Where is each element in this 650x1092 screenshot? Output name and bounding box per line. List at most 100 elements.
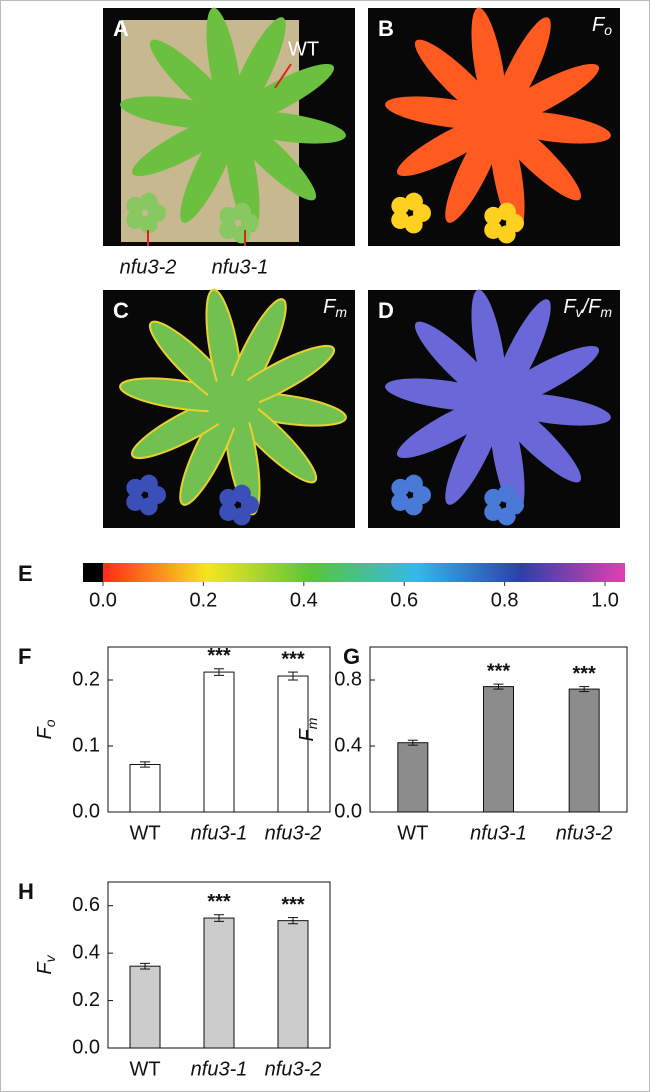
significance: ***: [207, 645, 231, 667]
subscript: o: [42, 719, 58, 727]
tick-label: 0.8: [491, 589, 519, 611]
panel-label: A: [113, 16, 129, 41]
significance: ***: [487, 660, 511, 682]
x-tick-label: nfu3-1: [191, 822, 248, 844]
small-leaf: [404, 474, 423, 493]
annotation: nfu3-2: [120, 256, 177, 278]
small-leaf: [139, 474, 158, 493]
significance: ***: [572, 663, 596, 685]
tick-label: 0.4: [290, 589, 318, 611]
subscript: m: [600, 304, 612, 320]
x-tick-label: nfu3-2: [556, 822, 613, 844]
arrow: [274, 63, 292, 89]
small-leaf: [484, 502, 503, 521]
panel-label: C: [113, 298, 129, 323]
y-tick-label: 0.4: [72, 941, 100, 963]
main: F: [592, 14, 606, 36]
significance: ***: [207, 891, 231, 913]
y-tick-label: 0.0: [72, 1036, 100, 1058]
small-leaf: [219, 488, 238, 507]
small-leaf: [232, 484, 251, 503]
panel-label: H: [18, 879, 34, 904]
bar: [203, 671, 235, 813]
plot-frame: [369, 646, 628, 813]
main: F: [34, 961, 56, 975]
label: Fv/Fm: [563, 296, 612, 319]
x-tick-label: WT: [397, 822, 428, 844]
small-leaf: [391, 210, 410, 229]
subscript: o: [604, 22, 612, 38]
small-leaf: [484, 488, 503, 507]
rosette-center: [207, 376, 259, 428]
bar: [568, 688, 600, 813]
main: F: [323, 296, 337, 318]
error-bar: [214, 914, 224, 922]
label: Fo: [592, 14, 612, 37]
small-leaf: [126, 478, 145, 497]
label: Fv: [34, 954, 57, 974]
small-leaf: [126, 196, 145, 215]
small-leaf: [219, 206, 238, 225]
x-tick-label: WT: [129, 1058, 160, 1080]
rosette-center: [472, 94, 524, 146]
x-tick-label: nfu3-2: [265, 822, 322, 844]
subscript: v: [42, 954, 58, 962]
error-bar: [140, 761, 150, 768]
error-bar: [579, 686, 590, 693]
bar: [129, 763, 161, 813]
colorbar-under: [83, 563, 103, 582]
y-tick-label: 0.0: [334, 800, 362, 822]
tick-label: 0.0: [89, 589, 117, 611]
annotation: nfu3-1: [212, 256, 269, 278]
small-leaf: [139, 192, 158, 211]
small-leaf: [126, 492, 145, 511]
x-tick-label: WT: [129, 822, 160, 844]
y-tick-label: 0.6: [72, 894, 100, 916]
label: Fm: [323, 296, 347, 319]
small-leaf: [484, 206, 503, 225]
panel-label: F: [18, 644, 31, 669]
y-tick-label: 0.4: [334, 734, 362, 756]
error-bar: [214, 668, 224, 676]
image-panel: C Fm: [103, 288, 355, 528]
significance: ***: [281, 894, 305, 916]
rosette-center: [472, 376, 524, 428]
small-leaf: [126, 210, 145, 229]
subscript: v: [576, 304, 584, 320]
panel-label: E: [18, 561, 33, 586]
x-tick-label: nfu3-1: [191, 1058, 248, 1080]
error-bar: [288, 671, 298, 681]
label: Fo: [34, 719, 57, 739]
panel-label: D: [378, 298, 394, 323]
label: Fm: [296, 717, 319, 741]
panel-label: B: [378, 16, 394, 41]
x-tick-label: nfu3-2: [265, 1058, 322, 1080]
subscript: m: [335, 304, 347, 320]
small-leaf: [391, 196, 410, 215]
small-leaf: [232, 202, 251, 221]
small-leaf: [391, 478, 410, 497]
small-leaf: [497, 202, 516, 221]
y-tick-label: 0.8: [334, 668, 362, 690]
error-bar: [140, 962, 150, 970]
error-bar: [407, 739, 418, 746]
bar: [277, 920, 309, 1049]
y-tick-label: 0.0: [72, 800, 100, 822]
y-tick-label: 0.2: [72, 989, 100, 1011]
y-tick-label: 0.1: [72, 734, 100, 756]
error-bar: [493, 683, 504, 690]
small-leaf: [391, 492, 410, 511]
tick-label: 0.2: [189, 589, 217, 611]
rosette-center: [207, 94, 259, 146]
subscript: m: [304, 717, 320, 729]
bar: [483, 686, 514, 813]
tick-label: 0.6: [390, 589, 418, 611]
small-leaf: [484, 220, 503, 239]
y-tick-label: 0.2: [72, 668, 100, 690]
main: F: [34, 726, 56, 740]
main: /F: [581, 296, 603, 318]
image-panel: B Fo: [368, 7, 620, 246]
plot-frame: [107, 881, 331, 1049]
small-leaf: [219, 502, 238, 521]
